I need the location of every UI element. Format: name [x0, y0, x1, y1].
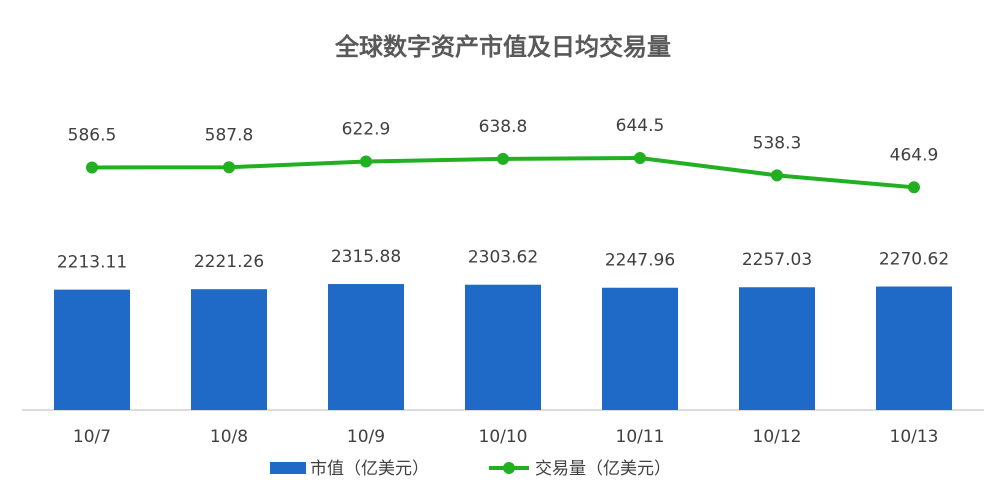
- bar: [876, 286, 952, 410]
- line-marker: [223, 161, 235, 174]
- line-value-label: 464.9: [890, 145, 939, 165]
- line-value-label: 587.8: [205, 125, 254, 145]
- bar-value-label: 2303.62: [468, 248, 538, 268]
- bar: [191, 289, 267, 410]
- line-value-label: 622.9: [342, 120, 391, 140]
- bar: [54, 289, 130, 410]
- legend-swatch: [270, 462, 306, 474]
- line-marker: [634, 152, 646, 165]
- x-tick-label: 10/10: [479, 427, 528, 447]
- bar: [328, 284, 404, 410]
- x-tick-label: 10/8: [210, 427, 248, 447]
- line-marker: [497, 152, 509, 165]
- line-marker: [86, 161, 98, 174]
- line-marker: [360, 155, 372, 168]
- x-tick-label: 10/13: [890, 427, 939, 447]
- line-value-label: 538.3: [753, 133, 802, 153]
- bar-value-label: 2270.62: [879, 250, 949, 270]
- bar-value-label: 2247.96: [605, 251, 675, 271]
- line-marker: [771, 169, 783, 182]
- chart-title: 全球数字资产市值及日均交易量: [334, 33, 671, 61]
- x-tick-label: 10/7: [73, 427, 111, 447]
- x-tick-label: 10/9: [347, 427, 385, 447]
- line-marker: [908, 181, 920, 194]
- legend-swatch: [503, 462, 515, 474]
- bar: [465, 284, 541, 410]
- bar-value-label: 2213.11: [57, 253, 127, 273]
- bar-value-label: 2221.26: [194, 252, 264, 272]
- x-tick-label: 10/11: [616, 427, 665, 447]
- line-value-label: 638.8: [479, 117, 528, 137]
- bar-value-label: 2257.03: [742, 250, 812, 270]
- line-value-label: 644.5: [616, 116, 665, 136]
- line-value-label: 586.5: [68, 125, 117, 145]
- x-tick-label: 10/12: [753, 427, 802, 447]
- bar-value-label: 2315.88: [331, 247, 401, 267]
- legend-label: 市值（亿美元）: [310, 459, 429, 479]
- bar: [739, 287, 815, 410]
- legend-label: 交易量（亿美元）: [535, 459, 671, 479]
- bar: [602, 287, 678, 410]
